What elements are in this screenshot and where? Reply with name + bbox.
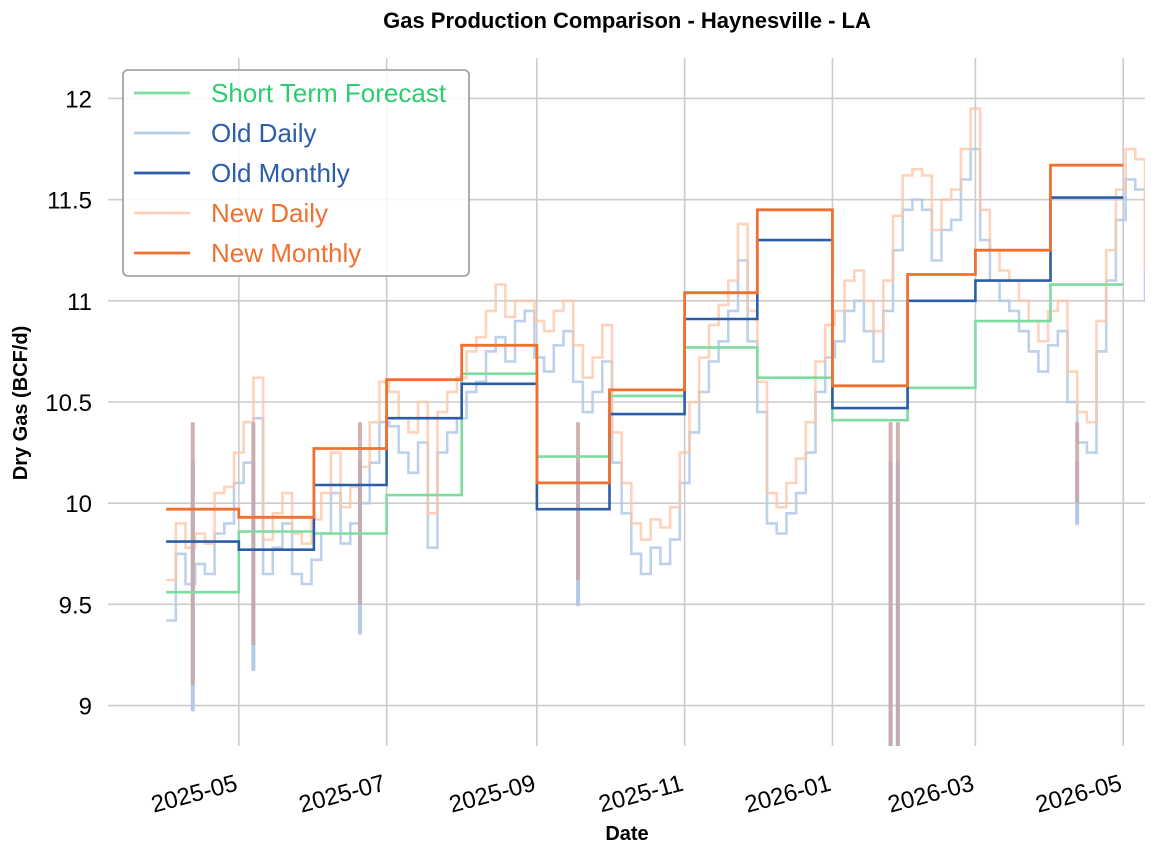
legend-frame bbox=[122, 69, 470, 277]
legend-label: Short Term Forecast bbox=[211, 78, 447, 108]
series-old-daily bbox=[166, 147, 1145, 622]
x-tick-label: 2026-03 bbox=[885, 770, 977, 819]
y-axis-ticks: 9 9.5 10 10.5 11 11.5 12 bbox=[45, 86, 92, 720]
series-old-monthly bbox=[166, 196, 1124, 551]
legend-item: New Daily bbox=[134, 198, 328, 228]
legend-label: Old Monthly bbox=[211, 158, 350, 188]
series-short-term-forecast bbox=[166, 283, 1124, 594]
legend-item: New Monthly bbox=[134, 238, 361, 268]
y-tick-label: 9 bbox=[79, 694, 92, 721]
x-tick-label: 2026-05 bbox=[1033, 770, 1125, 819]
chart-title: Gas Production Comparison - Haynesville … bbox=[383, 8, 871, 33]
legend-item: Old Daily bbox=[134, 118, 316, 148]
legend-item: Short Term Forecast bbox=[134, 78, 447, 108]
y-tick-label: 10.5 bbox=[45, 390, 92, 417]
y-tick-label: 11.5 bbox=[47, 188, 92, 215]
x-tick-label: 2026-01 bbox=[742, 770, 834, 819]
legend-label: New Monthly bbox=[211, 238, 361, 268]
y-tick-label: 11 bbox=[67, 289, 92, 316]
x-tick-label: 2025-07 bbox=[296, 770, 388, 819]
legend: Short Term Forecast Old Daily Old Monthly N… bbox=[122, 69, 470, 277]
series-new-monthly bbox=[166, 163, 1124, 519]
x-tick-label: 2025-11 bbox=[596, 770, 686, 818]
legend-label: New Daily bbox=[211, 198, 328, 228]
legend-item: Old Monthly bbox=[134, 158, 350, 188]
plot-area bbox=[166, 107, 1145, 746]
x-tick-label: 2025-09 bbox=[446, 770, 538, 819]
legend-label: Old Daily bbox=[211, 118, 316, 148]
series-new-daily bbox=[166, 107, 1145, 582]
y-axis-label: Dry Gas (BCF/d) bbox=[10, 326, 32, 480]
x-axis-label: Date bbox=[605, 823, 648, 845]
y-tick-label: 10 bbox=[65, 491, 92, 518]
y-tick-label: 12 bbox=[65, 86, 92, 113]
x-axis-ticks: 2025-05 2025-07 2025-09 2025-11 2026-01 2026-… bbox=[148, 770, 1124, 819]
x-tick-label: 2025-05 bbox=[148, 770, 240, 819]
y-tick-label: 9.5 bbox=[59, 592, 92, 619]
